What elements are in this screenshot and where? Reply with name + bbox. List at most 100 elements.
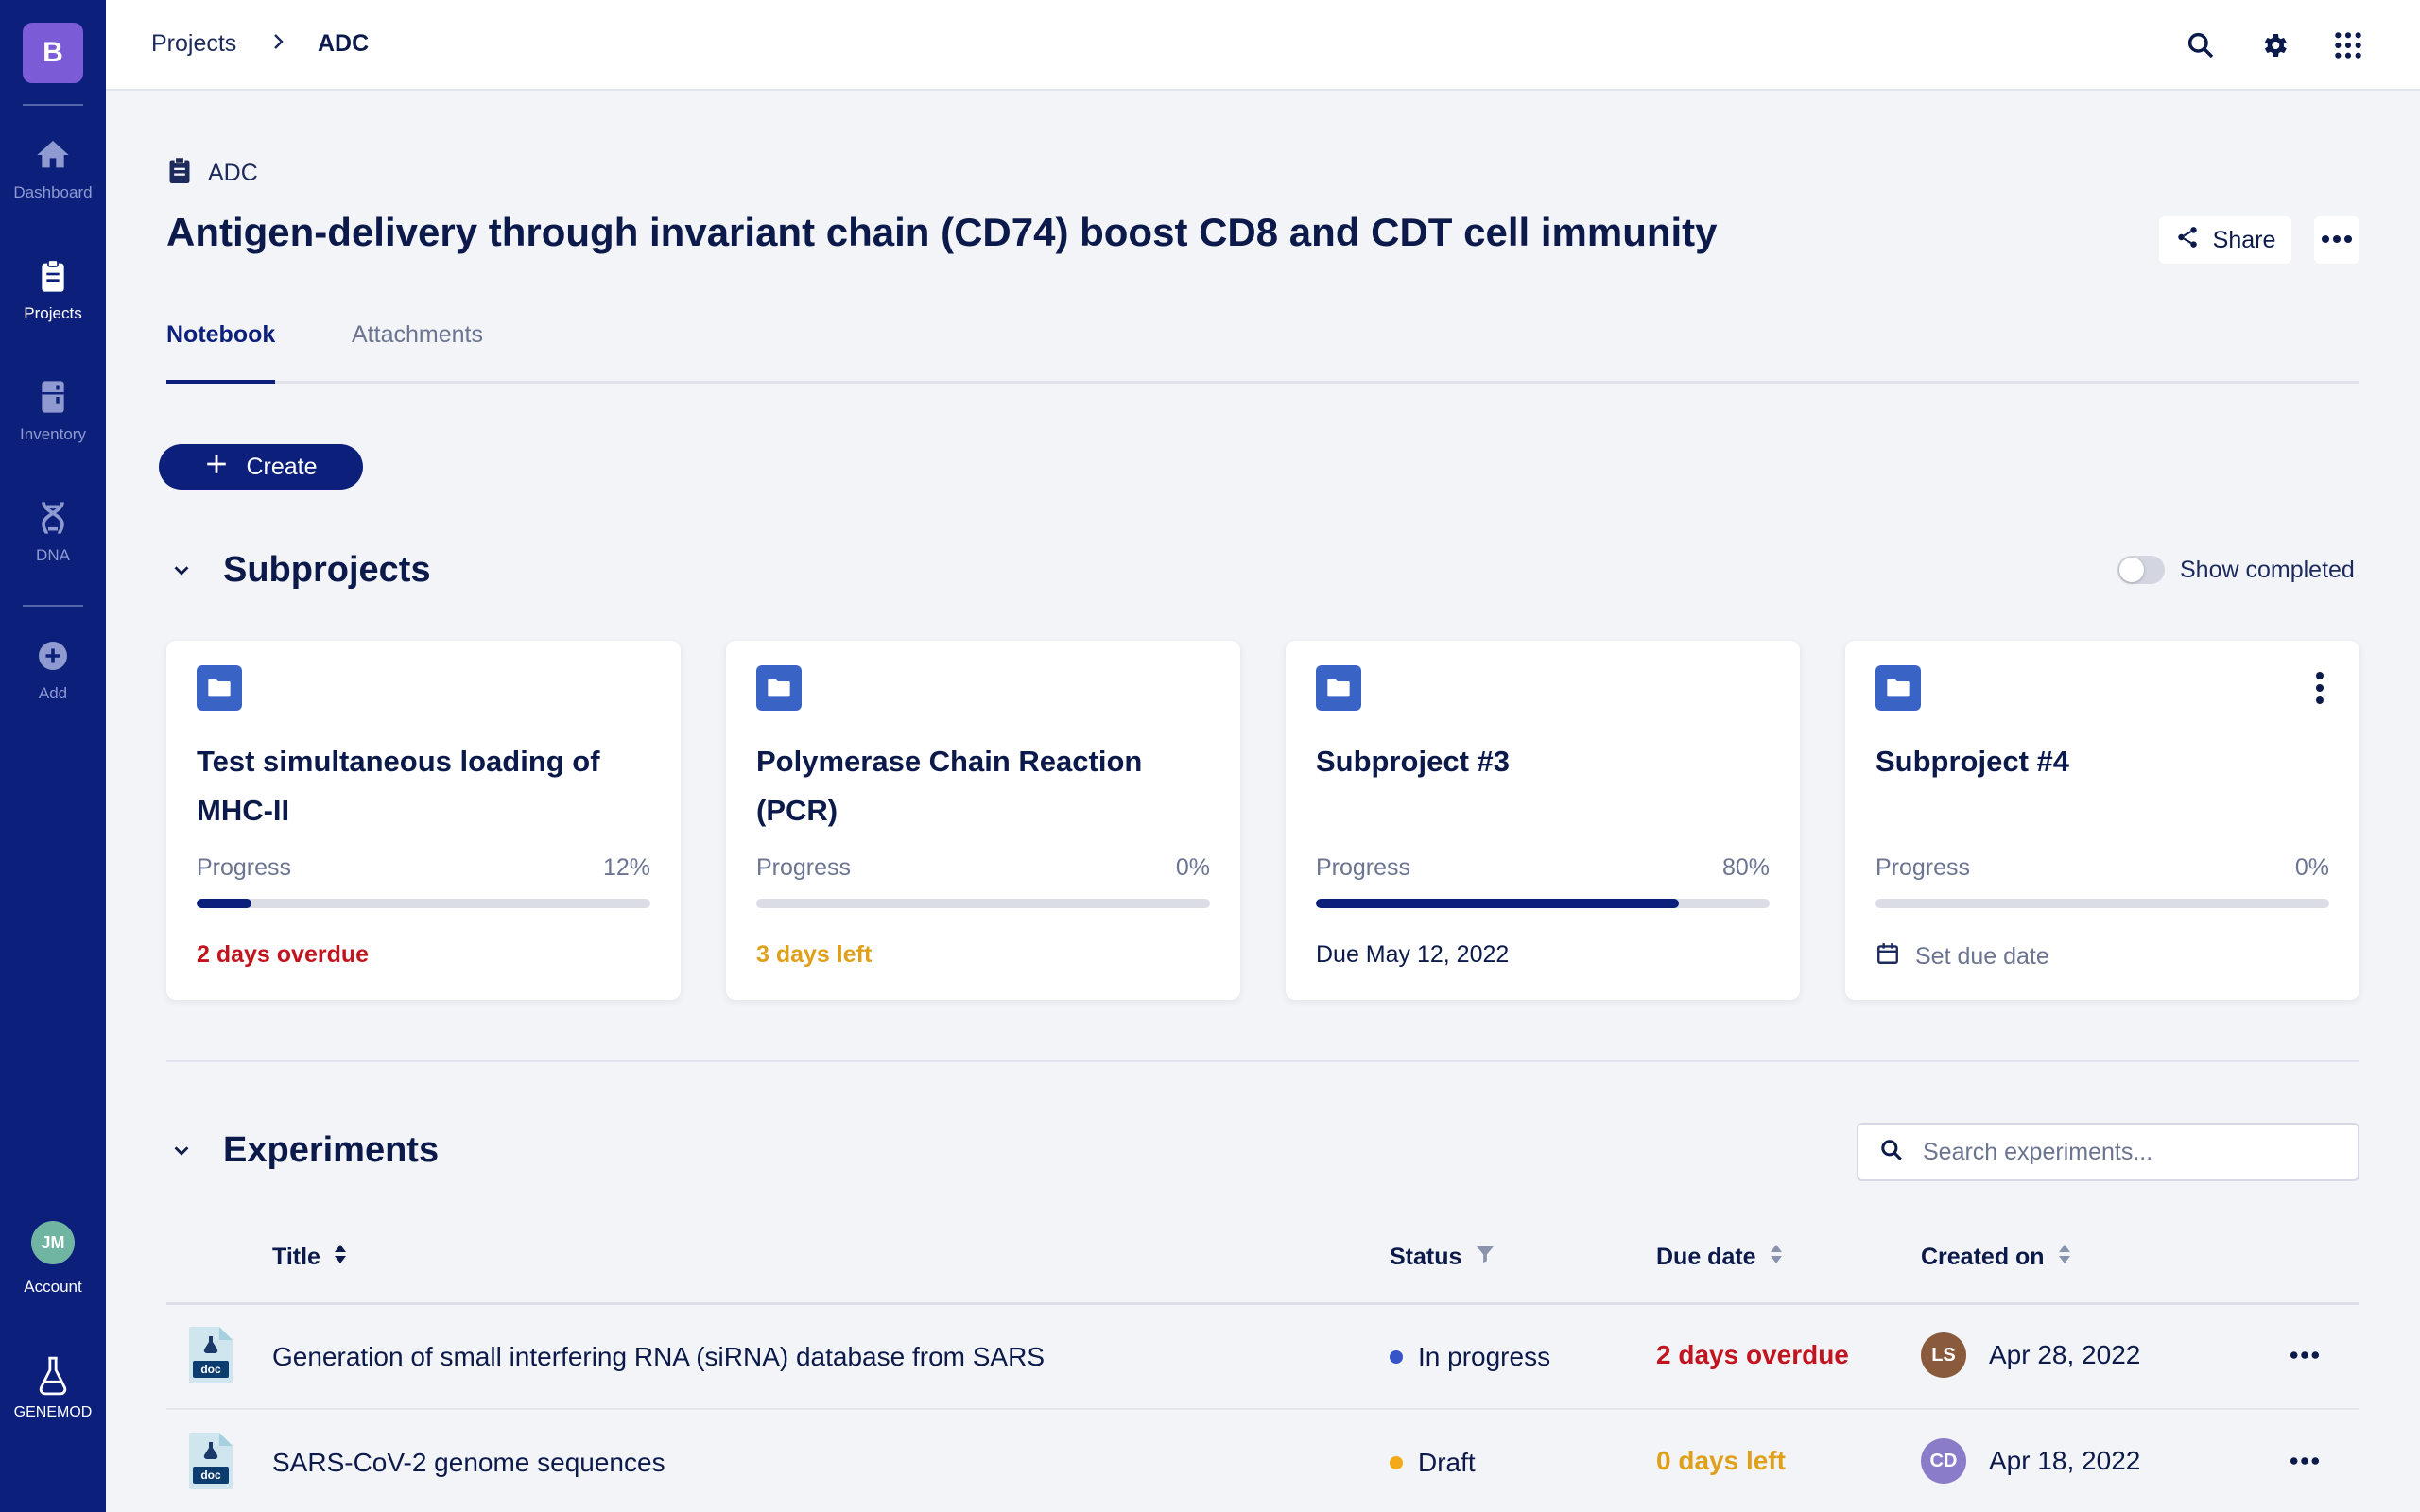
progress-label: Progress <box>197 854 292 881</box>
column-header-status[interactable]: Status <box>1390 1244 1495 1271</box>
column-header-due-date[interactable]: Due date <box>1656 1244 1783 1271</box>
show-completed-toggle[interactable] <box>2118 556 2165 584</box>
card-title: Polymerase Chain Reaction (PCR) <box>756 745 1143 827</box>
dna-icon <box>30 495 76 541</box>
subproject-card[interactable]: Subproject #3 Progress 80% Due May 12, 2… <box>1286 641 1800 1000</box>
genemod-logo[interactable]: GENEMOD <box>0 1353 106 1421</box>
table-header-divider <box>166 1302 2360 1305</box>
progress-label: Progress <box>756 854 852 881</box>
sidebar-item-account[interactable]: JM Account <box>0 1221 106 1297</box>
workspace-logo[interactable]: B <box>23 23 83 83</box>
sidebar-item-add[interactable]: Add <box>0 633 106 703</box>
sidebar-item-dashboard[interactable]: Dashboard <box>0 132 106 202</box>
sidebar-item-inventory[interactable]: Inventory <box>0 374 106 444</box>
row-more-button[interactable] <box>2284 1444 2325 1478</box>
create-button[interactable]: Create <box>159 444 363 490</box>
svg-text:doc: doc <box>200 1363 221 1376</box>
table-row[interactable]: doc Generation of small interfering RNA … <box>166 1304 2360 1410</box>
tab-notebook[interactable]: Notebook <box>166 321 276 384</box>
page-title: Antigen-delivery through invariant chain… <box>166 210 1718 254</box>
status-label: In progress <box>1418 1342 1551 1371</box>
experiment-search <box>1857 1123 2360 1181</box>
sidebar-item-label: Inventory <box>20 425 86 443</box>
chevron-down-icon[interactable] <box>166 556 197 586</box>
search-input[interactable] <box>1923 1138 2339 1166</box>
subproject-card[interactable]: Polymerase Chain Reaction (PCR) Progress… <box>726 641 1240 1000</box>
due-date: Due May 12, 2022 <box>1316 941 1510 968</box>
experiment-doc-icon: doc <box>187 1431 234 1491</box>
more-horizontal-icon <box>2321 232 2353 249</box>
progress-label: Progress <box>1876 854 1971 881</box>
due-status: 2 days overdue <box>1656 1340 1849 1369</box>
due-status: 3 days left <box>756 941 873 968</box>
progress-value: 80% <box>1721 854 1770 881</box>
more-options-button[interactable] <box>2314 216 2360 264</box>
experiment-title[interactable]: SARS-CoV-2 genome sequences <box>272 1448 666 1477</box>
tab-attachments[interactable]: Attachments <box>352 321 483 348</box>
status-dot <box>1390 1350 1403 1364</box>
chevron-right-icon <box>267 28 289 61</box>
column-header-created-on[interactable]: Created on <box>1921 1244 2071 1271</box>
column-label: Status <box>1390 1244 1462 1270</box>
due-status: 2 days overdue <box>197 941 370 968</box>
experiments-header: Experiments <box>166 1130 439 1171</box>
progress-bar <box>756 899 1210 908</box>
progress-value: 0% <box>2294 854 2329 881</box>
plus-icon <box>204 452 229 483</box>
avatar: CD <box>1921 1438 1966 1484</box>
clipboard-icon <box>30 253 76 299</box>
sidebar-item-dna[interactable]: DNA <box>0 495 106 565</box>
freezer-icon <box>30 374 76 420</box>
set-due-date-link[interactable]: Set due date <box>1876 941 2049 972</box>
row-more-button[interactable] <box>2284 1338 2325 1372</box>
card-title: Subproject #3 <box>1316 745 1510 778</box>
subproject-card[interactable]: Subproject #4 Progress 0% Set due date <box>1845 641 2360 1000</box>
apps-grid-icon[interactable] <box>2329 26 2367 64</box>
created-date: Apr 18, 2022 <box>1989 1446 2141 1475</box>
subproject-card[interactable]: Test simultaneous loading of MHC-II Prog… <box>166 641 681 1000</box>
column-header-title[interactable]: Title <box>272 1244 347 1271</box>
chevron-down-icon[interactable] <box>166 1136 197 1166</box>
experiment-doc-icon: doc <box>187 1325 234 1385</box>
create-label: Create <box>246 453 318 480</box>
column-label: Due date <box>1656 1244 1756 1270</box>
project-tag: ADC <box>166 155 258 192</box>
svg-text:doc: doc <box>200 1469 221 1482</box>
progress-label: Progress <box>1316 854 1411 881</box>
breadcrumb-projects[interactable]: Projects <box>151 30 237 57</box>
more-vertical-icon[interactable] <box>2310 669 2329 707</box>
brand-name: GENEMOD <box>13 1404 93 1420</box>
progress-value: 12% <box>602 854 650 881</box>
sort-icon <box>334 1244 347 1271</box>
status-badge: Draft <box>1390 1448 1476 1478</box>
table-row[interactable]: doc SARS-CoV-2 genome sequences Draft 0 … <box>166 1410 2360 1512</box>
share-icon <box>2175 225 2200 256</box>
section-title: Subprojects <box>223 550 431 590</box>
plus-circle-icon <box>30 633 76 679</box>
sidebar: B Dashboard Projects Inventory DNA Add J… <box>0 0 106 1512</box>
progress-bar <box>1316 899 1770 908</box>
breadcrumb-current[interactable]: ADC <box>318 30 370 57</box>
card-title: Test simultaneous loading of MHC-II <box>197 745 600 827</box>
progress-fill <box>197 899 251 908</box>
toggle-knob <box>2119 558 2144 582</box>
clipboard-icon <box>166 155 193 192</box>
card-title: Subproject #4 <box>1876 745 2069 778</box>
share-button[interactable]: Share <box>2159 216 2291 264</box>
created-date: Apr 28, 2022 <box>1989 1340 2141 1369</box>
folder-icon <box>1316 665 1361 711</box>
show-completed-control: Show completed <box>2118 556 2355 584</box>
share-label: Share <box>2212 226 2276 253</box>
experiment-title[interactable]: Generation of small interfering RNA (siR… <box>272 1342 1045 1371</box>
folder-icon <box>1876 665 1921 711</box>
filter-icon <box>1475 1244 1495 1271</box>
sidebar-item-projects[interactable]: Projects <box>0 253 106 323</box>
progress-fill <box>1316 899 1679 908</box>
sidebar-item-label: Account <box>24 1278 82 1296</box>
search-icon[interactable] <box>2182 26 2220 64</box>
home-icon <box>30 132 76 178</box>
due-status: 0 days left <box>1656 1446 1786 1475</box>
flask-icon <box>30 1353 76 1399</box>
gear-icon[interactable] <box>2256 26 2293 64</box>
status-badge: In progress <box>1390 1342 1550 1372</box>
